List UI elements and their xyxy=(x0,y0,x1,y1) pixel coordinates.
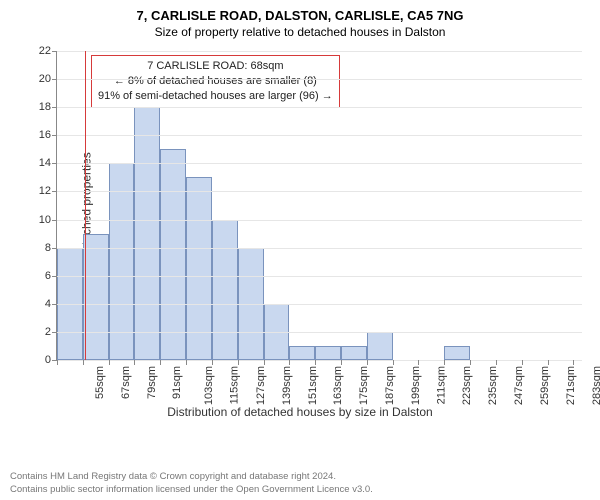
x-tick-label: 271sqm xyxy=(561,366,577,405)
histogram-bar xyxy=(341,346,367,360)
y-tick-label: 12 xyxy=(39,185,57,197)
x-tick-mark xyxy=(212,360,213,365)
x-tick-mark xyxy=(341,360,342,365)
x-tick-mark xyxy=(418,360,419,365)
plot-area: 7 CARLISLE ROAD: 68sqm ← 8% of detached … xyxy=(56,51,582,361)
annotation-line3: 91% of semi-detached houses are larger (… xyxy=(98,89,333,104)
y-tick-label: 6 xyxy=(45,270,57,282)
x-tick-label: 259sqm xyxy=(535,366,551,405)
x-tick-mark xyxy=(548,360,549,365)
x-tick-label: 235sqm xyxy=(483,366,499,405)
gridline xyxy=(57,163,582,164)
chart-container: Number of detached properties 7 CARLISLE… xyxy=(0,45,600,425)
x-tick-label: 91sqm xyxy=(167,366,183,399)
x-tick-mark xyxy=(264,360,265,365)
x-tick-mark xyxy=(57,360,58,365)
y-tick-label: 18 xyxy=(39,101,57,113)
x-tick-mark xyxy=(289,360,290,365)
y-tick-label: 16 xyxy=(39,129,57,141)
gridline xyxy=(57,248,582,249)
gridline xyxy=(57,360,582,361)
histogram-bar xyxy=(289,346,315,360)
x-axis-label: Distribution of detached houses by size … xyxy=(0,405,600,419)
gridline xyxy=(57,276,582,277)
histogram-bar xyxy=(315,346,341,360)
page-subtitle: Size of property relative to detached ho… xyxy=(0,23,600,45)
x-tick-mark xyxy=(444,360,445,365)
histogram-bar xyxy=(212,220,238,360)
x-tick-mark xyxy=(160,360,161,365)
annotation-line1: 7 CARLISLE ROAD: 68sqm xyxy=(98,59,333,74)
gridline xyxy=(57,220,582,221)
footer-line2: Contains public sector information licen… xyxy=(10,484,590,496)
gridline xyxy=(57,79,582,80)
x-tick-label: 139sqm xyxy=(277,366,293,405)
gridline xyxy=(57,135,582,136)
x-tick-label: 151sqm xyxy=(303,366,319,405)
y-tick-label: 20 xyxy=(39,73,57,85)
histogram-bar xyxy=(444,346,470,360)
x-tick-mark xyxy=(238,360,239,365)
gridline xyxy=(57,191,582,192)
x-tick-label: 175sqm xyxy=(354,366,370,405)
x-tick-label: 127sqm xyxy=(251,366,267,405)
y-tick-label: 10 xyxy=(39,214,57,226)
x-tick-label: 67sqm xyxy=(116,366,132,399)
histogram-bar xyxy=(83,234,109,360)
x-tick-label: 115sqm xyxy=(224,366,240,404)
y-tick-label: 22 xyxy=(39,45,57,57)
x-tick-label: 187sqm xyxy=(380,366,396,405)
x-tick-label: 103sqm xyxy=(199,366,215,405)
gridline xyxy=(57,304,582,305)
marker-line xyxy=(85,51,86,360)
x-tick-mark xyxy=(470,360,471,365)
footer: Contains HM Land Registry data © Crown c… xyxy=(10,471,590,496)
footer-line1: Contains HM Land Registry data © Crown c… xyxy=(10,471,590,483)
x-tick-mark xyxy=(393,360,394,365)
y-tick-label: 4 xyxy=(45,298,57,310)
x-tick-mark xyxy=(186,360,187,365)
histogram-bar xyxy=(367,332,393,360)
x-tick-label: 55sqm xyxy=(90,366,106,399)
annotation-box: 7 CARLISLE ROAD: 68sqm ← 8% of detached … xyxy=(91,55,340,108)
y-tick-label: 2 xyxy=(45,326,57,338)
y-tick-label: 0 xyxy=(45,354,57,366)
x-tick-label: 79sqm xyxy=(142,366,158,399)
x-tick-mark xyxy=(522,360,523,365)
x-tick-label: 199sqm xyxy=(406,366,422,405)
y-tick-label: 14 xyxy=(39,157,57,169)
x-tick-mark xyxy=(367,360,368,365)
gridline xyxy=(57,51,582,52)
x-tick-label: 163sqm xyxy=(329,366,345,405)
x-tick-label: 223sqm xyxy=(458,366,474,405)
x-tick-mark xyxy=(496,360,497,365)
x-tick-mark xyxy=(134,360,135,365)
x-tick-mark xyxy=(315,360,316,365)
annotation-line2: ← 8% of detached houses are smaller (8) xyxy=(98,74,333,89)
x-tick-label: 283sqm xyxy=(587,366,600,405)
gridline xyxy=(57,332,582,333)
histogram-bar xyxy=(134,107,160,360)
histogram-bar xyxy=(160,149,186,360)
histogram-bar xyxy=(109,163,135,360)
x-tick-label: 247sqm xyxy=(509,366,525,405)
x-tick-label: 211sqm xyxy=(431,366,447,404)
gridline xyxy=(57,107,582,108)
x-tick-mark xyxy=(109,360,110,365)
page-title: 7, CARLISLE ROAD, DALSTON, CARLISLE, CA5… xyxy=(0,0,600,23)
x-tick-mark xyxy=(573,360,574,365)
y-tick-label: 8 xyxy=(45,242,57,254)
x-tick-mark xyxy=(83,360,84,365)
